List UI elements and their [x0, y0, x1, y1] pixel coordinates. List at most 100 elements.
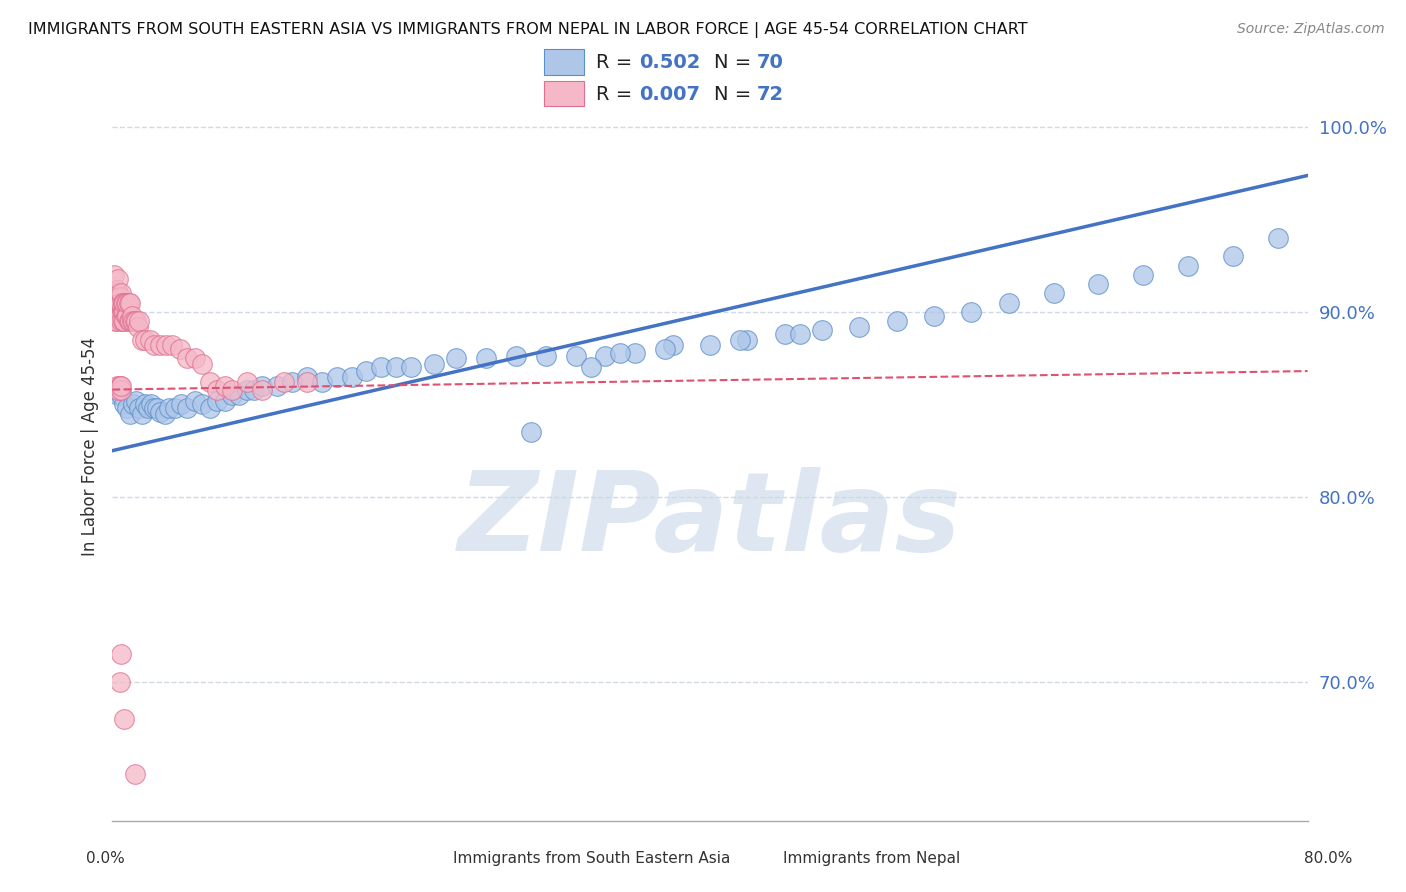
Point — [236, 383, 259, 397]
Point — [108, 379, 131, 393]
Point — [385, 360, 408, 375]
Point — [579, 360, 602, 375]
Point — [564, 349, 586, 363]
Point — [356, 364, 378, 378]
Point — [104, 286, 127, 301]
Point — [121, 314, 143, 328]
Text: 72: 72 — [756, 85, 785, 103]
Point — [1087, 277, 1109, 292]
Point — [108, 309, 131, 323]
Point — [111, 295, 134, 310]
Point — [105, 314, 128, 328]
Point — [1267, 231, 1289, 245]
Point — [120, 295, 142, 310]
Point — [624, 345, 647, 359]
Point — [191, 357, 214, 371]
Point — [149, 405, 172, 419]
Point — [105, 283, 128, 297]
Point — [661, 338, 683, 352]
Text: Immigrants from Nepal: Immigrants from Nepal — [783, 852, 960, 866]
Point — [110, 309, 132, 323]
Point — [114, 295, 135, 310]
Text: ZIPatlas: ZIPatlas — [458, 467, 962, 574]
Text: N =: N = — [714, 54, 758, 72]
Point — [149, 338, 172, 352]
Text: Source: ZipAtlas.com: Source: ZipAtlas.com — [1237, 22, 1385, 37]
Point — [103, 268, 125, 282]
Point — [183, 351, 205, 365]
Text: 80.0%: 80.0% — [1305, 852, 1353, 866]
Point — [107, 388, 129, 402]
Point — [243, 383, 266, 397]
Point — [520, 425, 543, 439]
Point — [121, 309, 143, 323]
Point — [609, 345, 631, 359]
Text: R =: R = — [596, 85, 638, 103]
Point — [205, 393, 228, 408]
Point — [107, 309, 129, 323]
Point — [340, 369, 363, 384]
Point — [176, 351, 198, 365]
Point — [143, 401, 166, 415]
Point — [114, 397, 135, 411]
Point — [737, 333, 759, 347]
Point — [110, 647, 132, 661]
Point — [221, 383, 243, 397]
Point — [1042, 286, 1064, 301]
Point — [108, 379, 131, 393]
Point — [165, 401, 187, 415]
Point — [141, 397, 163, 411]
Point — [117, 401, 139, 415]
Point — [505, 349, 527, 363]
Point — [107, 383, 129, 397]
Point — [110, 286, 132, 301]
Point — [114, 314, 135, 328]
Point — [134, 397, 156, 411]
Point — [960, 305, 983, 319]
Point — [250, 379, 273, 393]
Point — [295, 375, 318, 389]
Point — [120, 314, 142, 328]
Point — [155, 338, 177, 352]
Point — [139, 333, 162, 347]
Point — [848, 319, 870, 334]
Point — [162, 338, 183, 352]
Point — [728, 333, 751, 347]
Point — [153, 407, 176, 421]
Point — [118, 314, 141, 328]
Point — [104, 305, 127, 319]
Text: R =: R = — [596, 54, 638, 72]
Point — [811, 323, 834, 337]
Point — [198, 401, 221, 415]
Point — [104, 314, 127, 328]
Point — [107, 295, 129, 310]
Point — [124, 314, 146, 328]
Point — [295, 369, 318, 384]
Point — [773, 327, 796, 342]
Point — [128, 401, 150, 415]
Point — [169, 342, 191, 356]
Point — [108, 290, 131, 304]
Point — [475, 351, 498, 365]
Point — [176, 401, 198, 415]
Point — [157, 401, 180, 415]
Point — [273, 375, 295, 389]
Point — [370, 360, 392, 375]
Point — [115, 295, 138, 310]
Point — [122, 314, 145, 328]
Point — [105, 301, 128, 315]
Point — [108, 309, 131, 323]
Point — [108, 295, 131, 310]
Point — [654, 342, 676, 356]
Point — [108, 295, 131, 310]
Point — [143, 338, 166, 352]
Point — [183, 393, 205, 408]
Point — [125, 314, 148, 328]
Bar — [544, 49, 583, 75]
Point — [250, 383, 273, 397]
Point — [699, 338, 721, 352]
Text: N =: N = — [714, 85, 758, 103]
Point — [1177, 259, 1199, 273]
Point — [998, 295, 1021, 310]
Point — [110, 383, 132, 397]
